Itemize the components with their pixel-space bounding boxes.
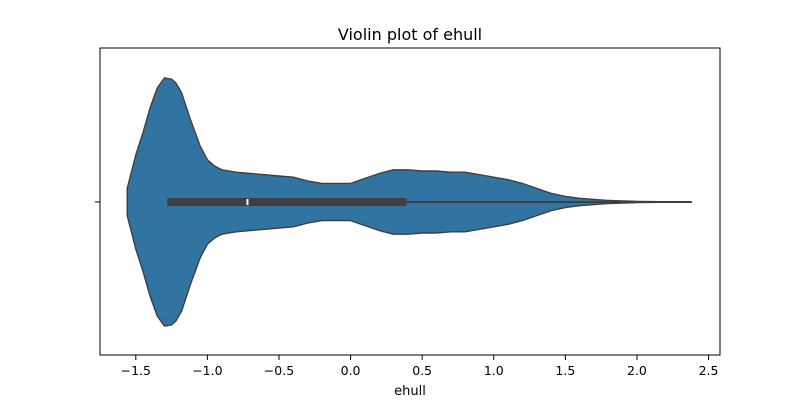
chart-title: Violin plot of ehull (338, 25, 482, 44)
x-tick-label: 2.0 (627, 363, 647, 378)
x-tick-label: −1.5 (121, 363, 151, 378)
x-axis-ticks: −1.5 −1.0 −0.5 0.0 0.5 1.0 1.5 2.0 2.5 (121, 355, 719, 378)
x-tick-label: 0.0 (341, 363, 361, 378)
x-tick-label: 2.5 (699, 363, 719, 378)
x-tick-label: −1.0 (192, 363, 222, 378)
x-tick-label: 0.5 (412, 363, 432, 378)
x-tick-label: 1.0 (484, 363, 504, 378)
x-tick-label: −0.5 (264, 363, 294, 378)
x-axis-label: ehull (394, 384, 426, 399)
interquartile-box (167, 198, 407, 206)
x-tick-label: 1.5 (555, 363, 575, 378)
